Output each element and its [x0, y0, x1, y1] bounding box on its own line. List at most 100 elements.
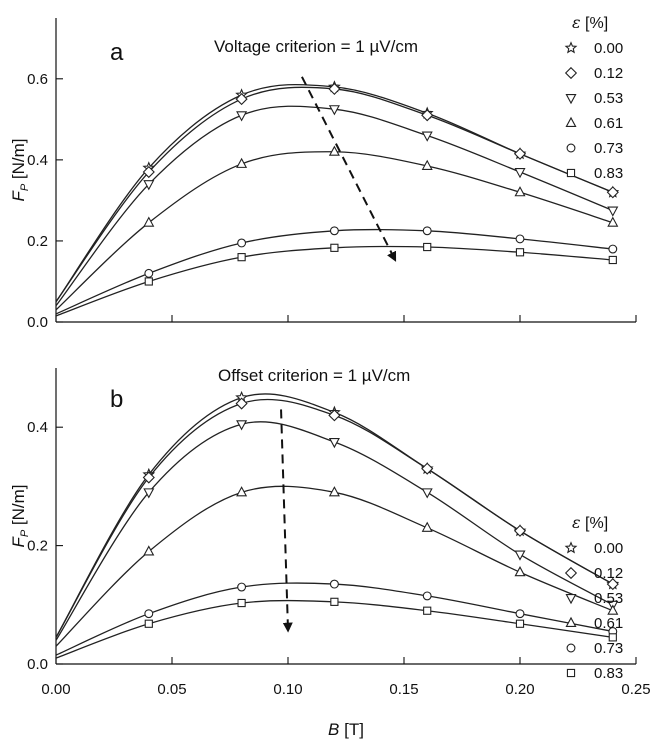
data-point-0.61 [328, 486, 340, 497]
legend-marker-0.73 [566, 143, 576, 153]
panel-b: 0.0 0.2 0.4 FP [N/m] b Offset criterion = 1 µ… [9, 366, 637, 682]
legend-marker-0.83 [566, 668, 576, 678]
panel-a: 0.0 0.2 0.4 0.6 FP [N/m] a Voltage criterion =… [9, 13, 637, 331]
data-point-0.61 [421, 159, 433, 170]
data-point-0.83 [608, 633, 617, 642]
data-point-0.53 [328, 105, 340, 116]
data-point-0.12 [328, 409, 341, 422]
data-point-0.12 [513, 147, 527, 160]
data-point-0.73 [144, 609, 154, 619]
data-point-0.61 [514, 566, 526, 577]
data-point-0.53 [607, 206, 619, 217]
x-tick-label: 0.00 [41, 681, 70, 698]
data-point-0.61 [143, 216, 155, 227]
data-point-0.53 [514, 550, 526, 561]
legend-label-0.53: 0.53 [594, 90, 623, 107]
data-point-0.83 [237, 598, 246, 608]
legend-label-0.00: 0.00 [594, 40, 623, 57]
data-point-0.53 [514, 168, 526, 179]
legend-marker-0.12 [564, 566, 578, 580]
data-point-0.73 [422, 591, 432, 601]
x-tick-label: 0.20 [505, 681, 534, 698]
data-point-0.73 [608, 244, 618, 254]
legend-marker-0.83 [566, 168, 576, 178]
data-point-0.83 [237, 253, 246, 262]
panel-letter: a [110, 39, 124, 66]
y-tick-label: 0.0 [27, 314, 48, 331]
data-point-0.73 [329, 579, 339, 589]
data-point-0.83 [330, 243, 339, 252]
panel-letter: b [110, 386, 123, 413]
legend-title: ε [%] [572, 13, 608, 32]
legend-label-0.61: 0.61 [594, 615, 623, 632]
legend-marker-0.53 [565, 94, 577, 105]
data-point-0.53 [328, 437, 340, 449]
data-point-0.83 [608, 255, 617, 265]
data-point-0.12 [142, 471, 155, 484]
legend-marker-0.00 [564, 541, 578, 554]
data-point-0.73 [329, 226, 339, 236]
legend: ε [%] 0.00 0.12 0.53 0.61 0.73 0.83 [564, 513, 623, 682]
legend-label-0.12: 0.12 [594, 65, 623, 82]
data-point-0.61 [143, 545, 155, 556]
data-point-0.12 [235, 92, 248, 106]
data-point-0.61 [514, 186, 526, 197]
data-point-0.53 [143, 180, 155, 191]
trend-arrow [280, 409, 293, 633]
x-axis-shared: 0.00 0.05 0.10 0.15 0.20 0.25 B [T] [41, 681, 650, 739]
data-point-0.12 [421, 109, 434, 122]
data-point-0.73 [422, 226, 432, 236]
series-line-0.83 [55, 245, 613, 317]
legend-label-0.00: 0.00 [594, 540, 623, 557]
data-point-0.73 [237, 582, 247, 592]
data-point-0.73 [515, 234, 525, 244]
y-tick-label: 0.2 [27, 233, 48, 250]
data-point-0.53 [236, 420, 248, 431]
y-tick-label: 0.6 [27, 71, 48, 88]
data-point-0.12 [328, 82, 341, 96]
legend-label-0.83: 0.83 [594, 665, 623, 682]
data-point-0.12 [142, 165, 155, 179]
legend-label-0.73: 0.73 [594, 640, 623, 657]
criterion-annotation: Offset criterion = 1 µV/cm [218, 366, 410, 385]
data-point-0.83 [144, 277, 153, 286]
y-tick-label: 0.2 [27, 538, 48, 555]
legend-marker-0.12 [564, 66, 578, 80]
series-line-0.61 [55, 485, 614, 647]
series-line-0.83 [55, 599, 613, 659]
legend-label-0.83: 0.83 [594, 165, 623, 182]
data-point-0.61 [236, 157, 248, 168]
data-point-0.12 [513, 524, 527, 537]
data-point-0.73 [144, 268, 154, 278]
data-point-0.83 [423, 606, 432, 615]
legend-label-0.12: 0.12 [594, 565, 623, 582]
data-point-0.53 [236, 111, 248, 122]
data-point-0.61 [236, 486, 248, 497]
data-point-0.61 [421, 521, 433, 532]
data-point-0.61 [607, 604, 619, 615]
trend-arrow [301, 76, 397, 262]
data-point-0.61 [607, 216, 619, 227]
series-line-0.53 [55, 105, 614, 307]
data-point-0.12 [606, 186, 619, 199]
data-point-0.53 [421, 488, 433, 499]
legend-marker-0.73 [566, 643, 576, 653]
legend-marker-0.61 [565, 616, 577, 628]
series-line-0.53 [55, 421, 614, 641]
legend-title: ε [%] [572, 513, 608, 532]
data-point-0.53 [143, 488, 155, 499]
legend-marker-0.00 [564, 41, 578, 54]
legend-marker-0.61 [565, 116, 577, 127]
data-point-0.83 [330, 597, 339, 606]
data-point-0.83 [144, 619, 153, 628]
x-axis-title: B [T] [328, 720, 364, 739]
series-line-0.73 [55, 582, 613, 656]
data-point-0.12 [606, 578, 619, 591]
data-point-0.12 [235, 397, 248, 410]
series-line-0.00 [55, 83, 614, 303]
legend-label-0.53: 0.53 [594, 590, 623, 607]
data-point-0.83 [423, 242, 432, 252]
data-point-0.53 [421, 131, 433, 142]
